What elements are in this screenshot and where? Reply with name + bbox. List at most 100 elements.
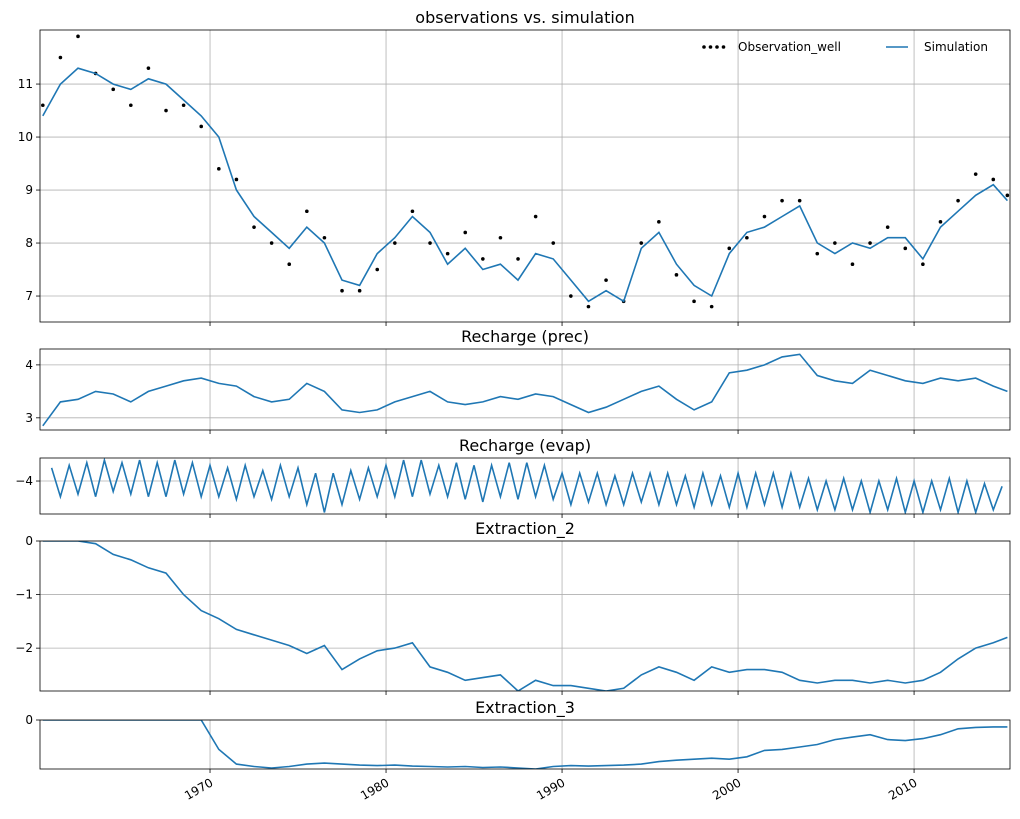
series-line	[42, 720, 1008, 769]
observation-point	[569, 294, 573, 298]
observation-point	[533, 214, 538, 219]
observation-point	[657, 220, 661, 224]
observation-point	[199, 124, 204, 129]
observation-point	[921, 262, 925, 267]
panel: Recharge (prec) 3 4	[25, 327, 1011, 434]
observation-point	[305, 209, 309, 214]
x-tick-label: 1970	[182, 775, 215, 802]
observation-point	[445, 251, 450, 256]
observation-point	[463, 230, 468, 235]
observation-point	[357, 288, 362, 293]
observation-point	[498, 235, 503, 240]
y-tick-label: 8	[25, 236, 33, 250]
observation-point	[727, 246, 732, 251]
observation-point	[181, 103, 186, 108]
observation-point	[322, 235, 327, 240]
panel: Recharge (evap) −4	[15, 436, 1011, 518]
panel-title: Extraction_3	[475, 698, 575, 718]
observation-point	[885, 225, 890, 229]
observation-point	[639, 241, 644, 245]
axes-frame	[39, 29, 1011, 323]
observation-point	[41, 103, 45, 108]
y-tick-label: 3	[25, 411, 33, 425]
observation-point	[833, 241, 837, 245]
legend-label: Observation_well	[738, 40, 841, 54]
observation-point	[850, 262, 855, 267]
axes-frame	[39, 540, 1011, 692]
legend-symbol	[702, 45, 706, 49]
observation-point	[692, 299, 696, 304]
observation-point	[586, 304, 591, 309]
observation-point	[340, 288, 344, 293]
observation-point	[76, 34, 80, 39]
observation-point	[815, 251, 820, 256]
y-tick-label: 0	[25, 534, 33, 548]
panel-title: Recharge (prec)	[461, 327, 589, 346]
series-line	[50, 458, 1003, 514]
series-line	[42, 541, 1008, 691]
observation-point	[551, 241, 556, 245]
observation-point	[956, 198, 960, 203]
series-line	[42, 67, 1008, 303]
observation-point	[410, 209, 415, 214]
plot-area	[42, 541, 1008, 691]
observation-point	[129, 103, 133, 108]
y-tick-label: 4	[25, 358, 33, 372]
observation-point	[217, 167, 221, 171]
observation-point	[938, 220, 943, 224]
panel: Extraction_3 1970 1980 1990 2000 2010 0	[25, 698, 1011, 803]
observation-point	[674, 273, 679, 277]
y-tick-label: 0	[25, 713, 33, 727]
x-tick-label: 2000	[710, 775, 743, 802]
panel-title: Recharge (evap)	[459, 436, 591, 455]
observation-point	[991, 177, 996, 182]
plot-area	[41, 34, 1010, 309]
observation-point	[745, 235, 749, 240]
observation-point	[1005, 193, 1010, 198]
series-line	[42, 353, 1008, 427]
legend-symbol	[708, 45, 713, 49]
observation-point	[252, 225, 256, 229]
observation-point	[375, 267, 380, 272]
observation-point	[164, 108, 168, 113]
plot-area	[50, 458, 1003, 514]
observation-point	[516, 257, 520, 261]
observation-point	[973, 172, 978, 176]
observation-point	[58, 55, 63, 60]
observation-point	[903, 246, 908, 251]
legend-label: Simulation	[924, 40, 988, 54]
axes-frame	[39, 457, 1011, 515]
observation-point	[762, 214, 767, 219]
observation-point	[111, 87, 116, 92]
observation-point	[234, 177, 239, 182]
y-tick-label: 7	[25, 289, 33, 303]
panel: Extraction_2 0 −1 −2	[15, 519, 1011, 695]
legend-symbol	[715, 45, 719, 49]
y-tick-label: −1	[15, 588, 33, 602]
axes-frame	[39, 719, 1011, 770]
plot-area	[42, 720, 1008, 769]
panel: observations vs. simulation 7 8 9 10 11 Observ…	[18, 8, 1011, 326]
y-tick-label: 9	[25, 183, 33, 197]
y-tick-label: −2	[15, 641, 33, 655]
x-tick-label: 1990	[534, 775, 567, 802]
axes-frame	[39, 348, 1011, 431]
panel-title: Extraction_2	[475, 519, 575, 539]
observation-point	[146, 66, 151, 70]
observation-point	[481, 257, 485, 261]
x-tick-label: 2010	[886, 775, 919, 802]
observation-point	[604, 278, 608, 282]
legend-symbol	[721, 45, 726, 49]
observation-point	[797, 198, 802, 203]
y-tick-label: 11	[18, 77, 33, 91]
observation-point	[269, 241, 274, 245]
panel-title: observations vs. simulation	[415, 8, 634, 27]
x-tick-label: 1980	[358, 775, 391, 802]
y-tick-label: 10	[18, 130, 33, 144]
observation-point	[709, 304, 714, 309]
observation-point	[393, 241, 397, 245]
observation-point	[780, 198, 784, 203]
y-tick-label: −4	[15, 474, 33, 488]
plot-area	[42, 353, 1008, 427]
